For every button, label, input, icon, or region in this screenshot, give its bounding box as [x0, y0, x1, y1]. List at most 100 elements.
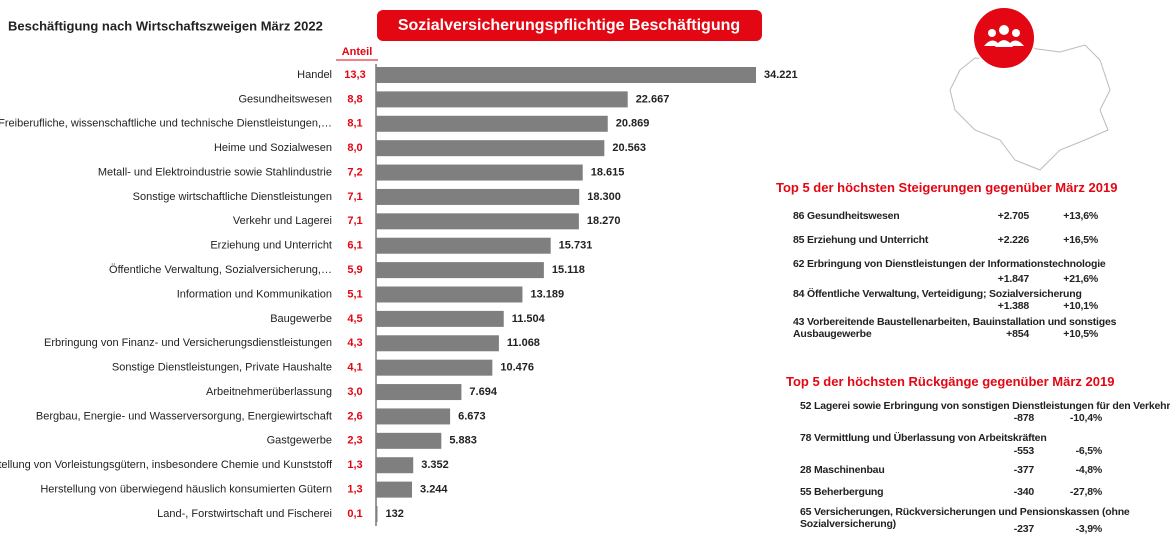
- map-outline: [949, 44, 1111, 171]
- value-label: 6.673: [458, 410, 486, 422]
- row-percent: +10,5%: [1063, 328, 1098, 340]
- row-percent: -6,5%: [1075, 445, 1103, 457]
- value-label: 3.244: [420, 484, 448, 496]
- value-label: 132: [385, 508, 403, 520]
- share-label: 8,8: [347, 93, 362, 105]
- row-percent: +13,6%: [1063, 210, 1098, 222]
- value-label: 11.504: [512, 313, 546, 325]
- row-change: +1.847: [997, 273, 1029, 285]
- share-label: 8,1: [347, 118, 362, 130]
- value-label: 11.068: [507, 337, 540, 349]
- share-label: 8,0: [347, 142, 362, 154]
- row-change: -878: [1013, 412, 1034, 424]
- row-change: +1.388: [997, 300, 1029, 312]
- share-label: 1,3: [347, 484, 362, 496]
- bar: [376, 359, 493, 376]
- category-label: Sonstige wirtschaftliche Dienstleistunge…: [133, 191, 332, 203]
- row-label: 28 Maschinenbau: [800, 464, 885, 476]
- category-label: Herstellung von überwiegend häuslich kon…: [40, 484, 332, 496]
- bar: [376, 91, 628, 108]
- bar: [376, 67, 756, 83]
- row-label: 62 Erbringung von Dienstleistungen der I…: [793, 258, 1106, 270]
- value-label: 10.476: [500, 362, 534, 374]
- bar: [376, 457, 414, 474]
- category-label: Freiberufliche, wissenschaftliche und te…: [0, 118, 332, 130]
- row-change: +854: [1006, 328, 1029, 340]
- bar: [376, 310, 504, 327]
- category-label: Gesundheitswesen: [238, 93, 332, 105]
- share-label: 5,9: [347, 264, 362, 276]
- value-label: 15.731: [559, 240, 593, 252]
- value-label: 5.883: [449, 435, 477, 447]
- row-percent: -27,8%: [1069, 486, 1102, 498]
- category-label: Gastgewerbe: [267, 435, 332, 447]
- bar: [376, 481, 413, 498]
- row-label: 78 Vermittlung und Überlassung von Arbei…: [800, 432, 1047, 444]
- share-label: 4,1: [347, 362, 362, 374]
- row-change: +2.226: [997, 234, 1029, 246]
- bar: [376, 237, 551, 254]
- icon-circle: [972, 6, 1036, 70]
- decreases-title: Top 5 der höchsten Rückgänge gegenüber M…: [786, 374, 1115, 389]
- share-label: 3,0: [347, 386, 362, 398]
- value-label: 22.667: [636, 93, 670, 105]
- row-change: -340: [1013, 486, 1034, 498]
- share-header: Anteil: [342, 46, 373, 58]
- share-label: 13,3: [344, 69, 365, 81]
- bar: [376, 506, 378, 522]
- row-label: 43 Vorbereitende Baustellenarbeiten, Bau…: [793, 316, 1117, 340]
- share-label: 7,1: [347, 215, 362, 227]
- share-label: 2,3: [347, 435, 362, 447]
- row-label: 52 Lagerei sowie Erbringung von sonstige…: [800, 400, 1170, 412]
- category-label: Öffentliche Verwaltung, Sozialversicheru…: [109, 264, 332, 276]
- category-label: Arbeitnehmerüberlassung: [206, 386, 332, 398]
- share-label: 4,3: [347, 337, 362, 349]
- value-label: 3.352: [421, 459, 449, 471]
- share-label: 1,3: [347, 459, 362, 471]
- category-label: Erbringung von Finanz- und Versicherungs…: [44, 337, 332, 349]
- row-label: 65 Versicherungen, Rückversicherungen un…: [800, 506, 1130, 530]
- value-label: 20.563: [612, 142, 646, 154]
- share-label: 4,5: [347, 313, 362, 325]
- category-label: Bergbau, Energie- und Wasserversorgung, …: [36, 410, 332, 422]
- category-label: Baugewerbe: [270, 313, 332, 325]
- bar: [376, 164, 583, 181]
- value-label: 18.615: [591, 166, 625, 178]
- row-percent: +21,6%: [1063, 273, 1098, 285]
- bar: [376, 408, 451, 425]
- share-label: 7,2: [347, 166, 362, 178]
- value-label: 18.300: [587, 191, 621, 203]
- bar: [376, 384, 462, 401]
- share-label: 6,1: [347, 240, 362, 252]
- share-label: 7,1: [347, 191, 362, 203]
- row-percent: -3,9%: [1075, 523, 1103, 535]
- row-label: 55 Beherbergung: [800, 486, 884, 498]
- value-label: 18.270: [587, 215, 621, 227]
- bar: [376, 213, 579, 230]
- banner-text: Sozialversicherungspflichtige Beschäftig…: [398, 17, 740, 34]
- category-label: Metall- und Elektroindustrie sowie Stahl…: [98, 166, 332, 178]
- bar: [376, 262, 544, 279]
- share-label: 0,1: [347, 508, 362, 520]
- row-label: 85 Erziehung und Unterricht: [793, 234, 929, 246]
- category-label: Herstellung von Vorleistungsgütern, insb…: [0, 459, 333, 471]
- value-label: 34.221: [764, 69, 798, 81]
- banner: [377, 10, 762, 41]
- share-label: 5,1: [347, 288, 362, 300]
- category-label: Erziehung und Unterricht: [210, 240, 332, 252]
- bar: [376, 286, 523, 303]
- value-label: 7.694: [469, 386, 497, 398]
- row-percent: -10,4%: [1069, 412, 1102, 424]
- row-label: 86 Gesundheitswesen: [793, 210, 900, 222]
- row-percent: -4,8%: [1075, 464, 1103, 476]
- bar: [376, 115, 608, 132]
- bar: [376, 432, 442, 449]
- row-change: -553: [1013, 445, 1034, 457]
- category-label: Heime und Sozialwesen: [214, 142, 332, 154]
- people-icon: [984, 25, 1024, 47]
- bar: [376, 188, 580, 205]
- value-label: 13.189: [530, 288, 564, 300]
- category-label: Sonstige Dienstleistungen, Private Haush…: [112, 362, 332, 374]
